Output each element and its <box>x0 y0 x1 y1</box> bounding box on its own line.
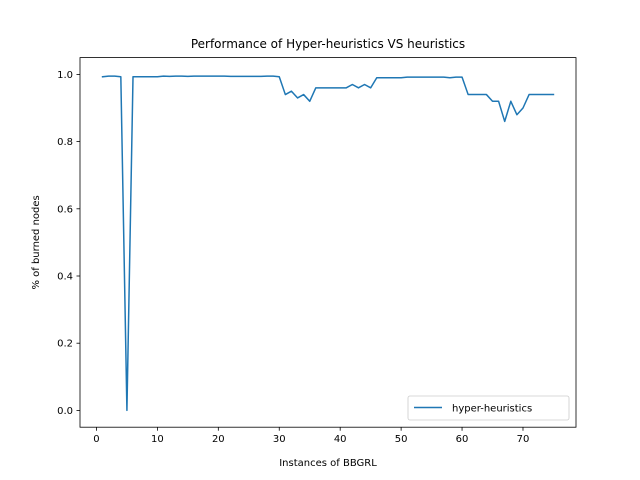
legend-box <box>407 395 570 421</box>
series-layer <box>101 75 555 412</box>
x-tick-label: 0 <box>93 434 99 445</box>
y-tick-label: 1.0 <box>57 70 73 81</box>
y-tick-label: 0.0 <box>57 406 73 417</box>
x-tick-label: 60 <box>456 434 469 445</box>
y-tick-label: 0.6 <box>57 204 73 215</box>
legend: hyper-heuristics <box>407 395 570 421</box>
x-tick-label: 40 <box>334 434 347 445</box>
x-tick-label: 30 <box>273 434 286 445</box>
series-line-hyper-heuristics <box>101 75 555 412</box>
y-tick-label: 0.4 <box>57 272 73 283</box>
y-tick-label: 0.8 <box>57 137 73 148</box>
x-axis: 0 10 20 30 40 50 60 70 <box>93 427 529 445</box>
y-axis-label: % of burned nodes <box>31 195 42 289</box>
plot-frame <box>79 57 577 428</box>
chart-title: Performance of Hyper-heuristics VS heuri… <box>191 37 465 51</box>
x-tick-label: 70 <box>517 434 530 445</box>
legend-entry-hyper-heuristics: hyper-heuristics <box>452 404 532 415</box>
y-axis: 0.0 0.2 0.4 0.6 0.8 1.0 <box>57 70 80 417</box>
x-tick-label: 50 <box>395 434 408 445</box>
x-tick-label: 20 <box>212 434 225 445</box>
y-tick-label: 0.2 <box>57 339 73 350</box>
x-axis-label: Instances of BBGRL <box>279 458 377 469</box>
x-tick-label: 10 <box>151 434 164 445</box>
